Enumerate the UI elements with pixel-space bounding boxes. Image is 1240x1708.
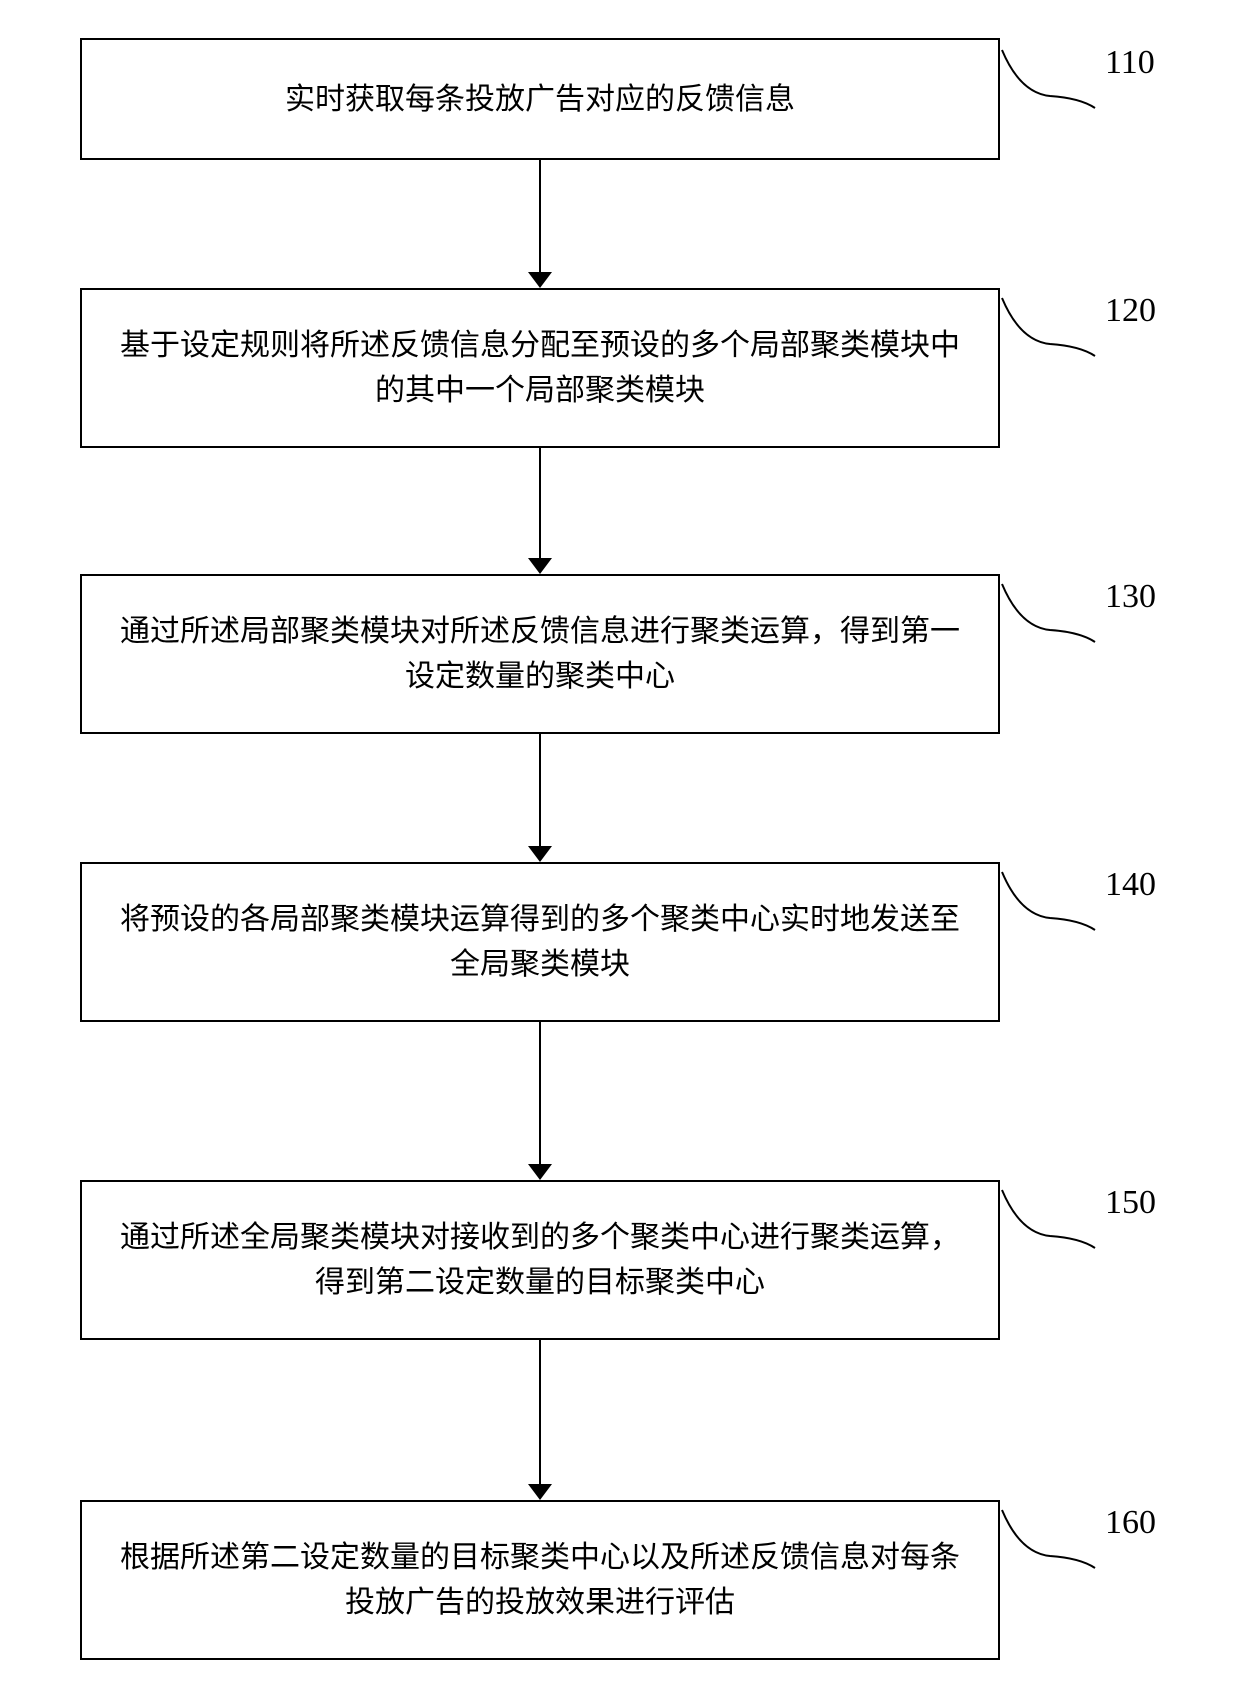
arrow-2-line: [539, 448, 541, 562]
arrow-3-line: [539, 734, 541, 850]
callout-150: [1000, 1188, 1100, 1258]
step-text: 基于设定规则将所述反馈信息分配至预设的多个局部聚类模块中的其中一个局部聚类模块: [112, 323, 968, 413]
step-label-150: 150: [1105, 1184, 1156, 1222]
step-text: 通过所述局部聚类模块对所述反馈信息进行聚类运算，得到第一设定数量的聚类中心: [112, 609, 968, 699]
arrow-3-head: [528, 846, 552, 862]
step-box-160: 根据所述第二设定数量的目标聚类中心以及所述反馈信息对每条投放广告的投放效果进行评…: [80, 1500, 1000, 1660]
callout-140: [1000, 870, 1100, 940]
callout-160: [1000, 1508, 1100, 1578]
step-box-120: 基于设定规则将所述反馈信息分配至预设的多个局部聚类模块中的其中一个局部聚类模块: [80, 288, 1000, 448]
step-label-110: 110: [1105, 44, 1155, 82]
callout-130: [1000, 582, 1100, 652]
callout-110: [1000, 48, 1100, 118]
callout-120: [1000, 296, 1100, 366]
step-box-130: 通过所述局部聚类模块对所述反馈信息进行聚类运算，得到第一设定数量的聚类中心: [80, 574, 1000, 734]
step-box-140: 将预设的各局部聚类模块运算得到的多个聚类中心实时地发送至全局聚类模块: [80, 862, 1000, 1022]
step-box-150: 通过所述全局聚类模块对接收到的多个聚类中心进行聚类运算，得到第二设定数量的目标聚…: [80, 1180, 1000, 1340]
arrow-5-head: [528, 1484, 552, 1500]
arrow-1-head: [528, 272, 552, 288]
arrow-1-line: [539, 160, 541, 276]
step-label-140: 140: [1105, 866, 1156, 904]
step-text: 实时获取每条投放广告对应的反馈信息: [285, 77, 795, 122]
flowchart-canvas: 实时获取每条投放广告对应的反馈信息 110 基于设定规则将所述反馈信息分配至预设…: [0, 0, 1240, 1708]
step-label-120: 120: [1105, 292, 1156, 330]
arrow-2-head: [528, 558, 552, 574]
arrow-5-line: [539, 1340, 541, 1488]
step-text: 将预设的各局部聚类模块运算得到的多个聚类中心实时地发送至全局聚类模块: [112, 897, 968, 987]
step-text: 根据所述第二设定数量的目标聚类中心以及所述反馈信息对每条投放广告的投放效果进行评…: [112, 1535, 968, 1625]
step-box-110: 实时获取每条投放广告对应的反馈信息: [80, 38, 1000, 160]
arrow-4-line: [539, 1022, 541, 1168]
step-label-160: 160: [1105, 1504, 1156, 1542]
step-text: 通过所述全局聚类模块对接收到的多个聚类中心进行聚类运算，得到第二设定数量的目标聚…: [112, 1215, 968, 1305]
arrow-4-head: [528, 1164, 552, 1180]
step-label-130: 130: [1105, 578, 1156, 616]
